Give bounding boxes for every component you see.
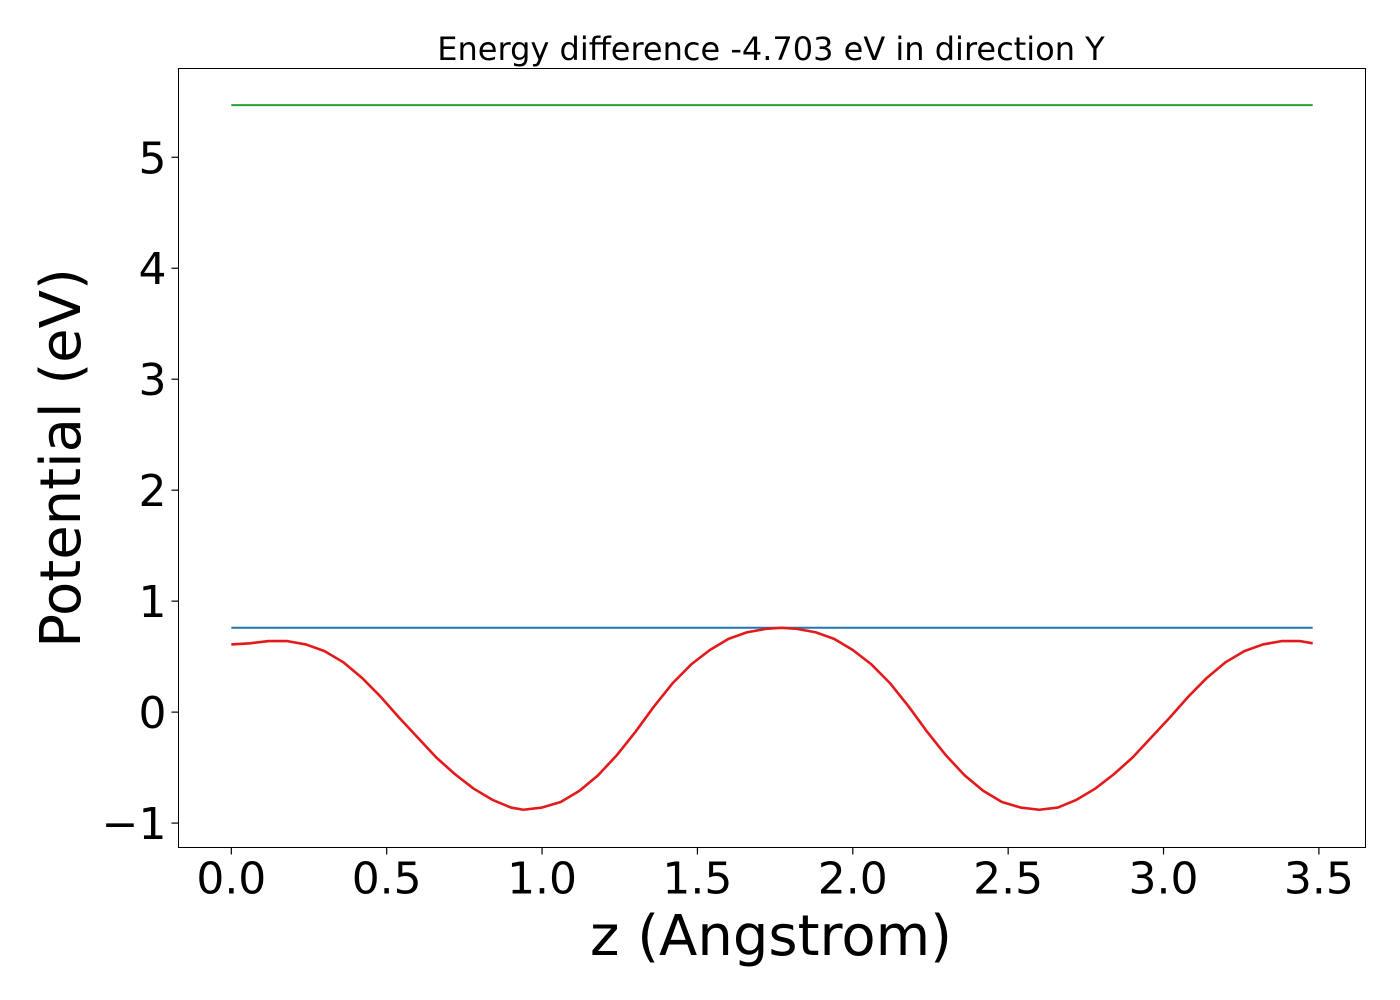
x-tick-label: 2.5 xyxy=(973,854,1043,905)
y-tick-label: 4 xyxy=(139,244,167,295)
x-tick-label: 1.0 xyxy=(507,854,577,905)
y-tick-label: 3 xyxy=(139,355,167,406)
y-tick-label: 0 xyxy=(139,688,167,739)
x-tick-label: 2.0 xyxy=(818,854,888,905)
y-tick-label: 2 xyxy=(139,466,167,517)
y-axis-label: Potential (eV) xyxy=(29,268,94,648)
x-tick-label: 3.5 xyxy=(1284,854,1354,905)
x-tick-label: 0.5 xyxy=(352,854,422,905)
x-axis-label: z (Angstrom) xyxy=(590,904,952,969)
x-tick-label: 1.5 xyxy=(662,854,732,905)
series-line-3 xyxy=(231,626,1313,812)
series-layer xyxy=(231,104,1313,812)
y-tick-label: 1 xyxy=(139,577,167,628)
x-axis-ticks: 0.0 0.5 1.0 1.5 2.0 2.5 3.0 3.5 xyxy=(196,847,1354,905)
y-axis-ticks: −1 0 1 2 3 4 5 xyxy=(102,133,179,850)
chart-title: Energy difference -4.703 eV in direction… xyxy=(437,30,1105,68)
x-tick-label: 3.0 xyxy=(1129,854,1199,905)
x-tick-label: 0.0 xyxy=(196,854,266,905)
y-tick-label: −1 xyxy=(102,799,167,850)
y-tick-label: 5 xyxy=(139,133,167,184)
plot-frame xyxy=(178,68,1366,848)
